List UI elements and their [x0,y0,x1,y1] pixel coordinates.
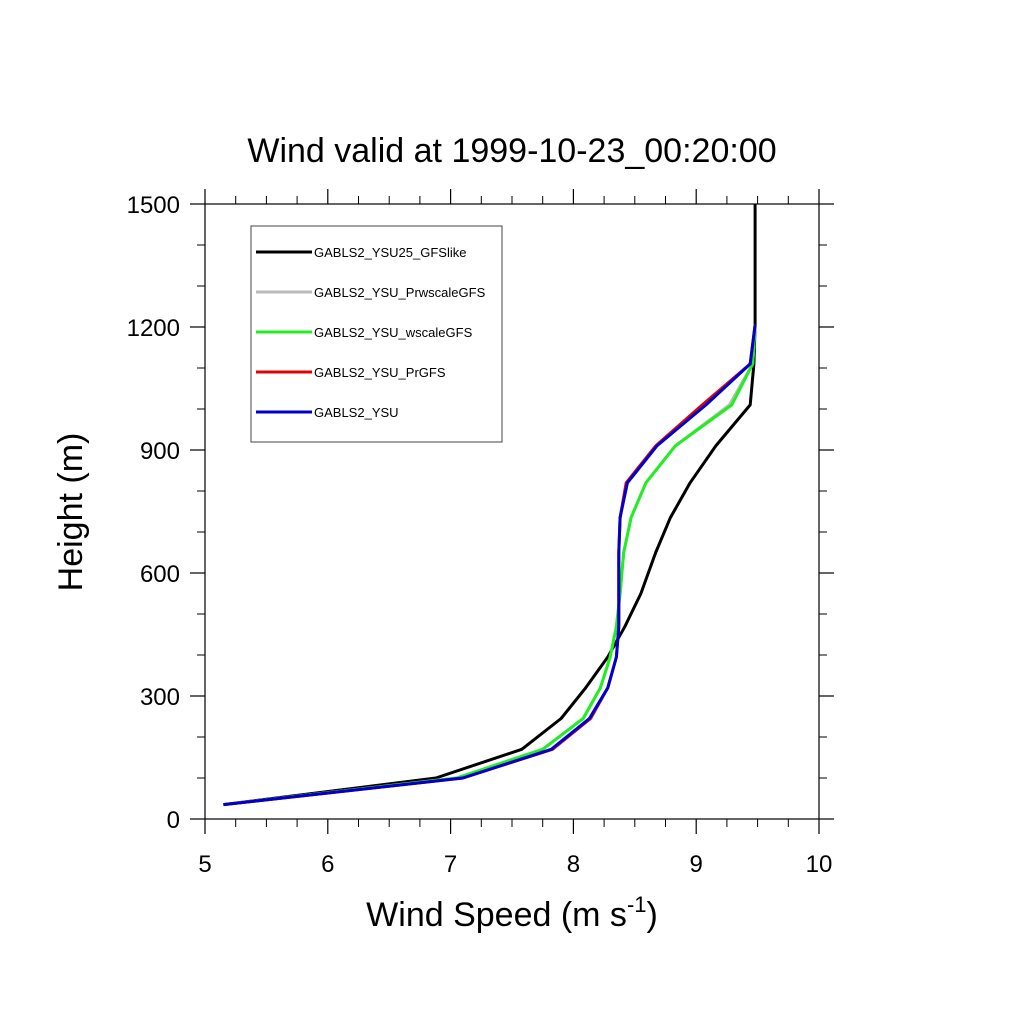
x-tick-label: 5 [198,851,211,878]
series-line-gabls2-ysu [223,324,757,807]
y-axis-label: Height (m) [52,433,90,592]
y-tick-label: 900 [140,438,180,465]
x-axis-label-end: ) [647,896,658,934]
legend-label: GABLS2_YSU_PrwscaleGFS [314,285,486,300]
series-line-gabls2-ysu25-gfslike [223,204,757,807]
y-tick-label: 1200 [127,315,180,342]
legend: GABLS2_YSU25_GFSlike GABLS2_YSU_PrwscaleG… [250,225,503,443]
x-tick-label: 6 [321,851,334,878]
legend-label: GABLS2_YSU25_GFSlike [314,245,466,260]
ticks-group: 5 6 7 8 9 10 0 300 600 900 1200 1500 [127,189,834,878]
x-axis-label: Wind Speed (m s-1) [366,892,658,934]
y-tick-label: 0 [167,807,180,834]
x-tick-label: 8 [567,851,580,878]
legend-label: GABLS2_YSU_PrGFS [314,365,446,380]
x-axis-label-main: Wind Speed (m s [366,896,627,934]
legend-label: GABLS2_YSU [314,405,399,420]
legend-label: GABLS2_YSU_wscaleGFS [314,325,473,340]
x-tick-label: 10 [806,851,833,878]
chart-title: Wind valid at 1999-10-23_00:20:00 [247,132,776,170]
x-axis-label-superscript: -1 [627,892,647,917]
y-tick-label: 300 [140,684,180,711]
legend-box [250,225,503,443]
y-tick-label: 600 [140,561,180,588]
x-tick-label: 9 [690,851,703,878]
series-group [223,204,757,807]
y-tick-label: 1500 [127,192,180,219]
x-tick-label: 7 [444,851,457,878]
